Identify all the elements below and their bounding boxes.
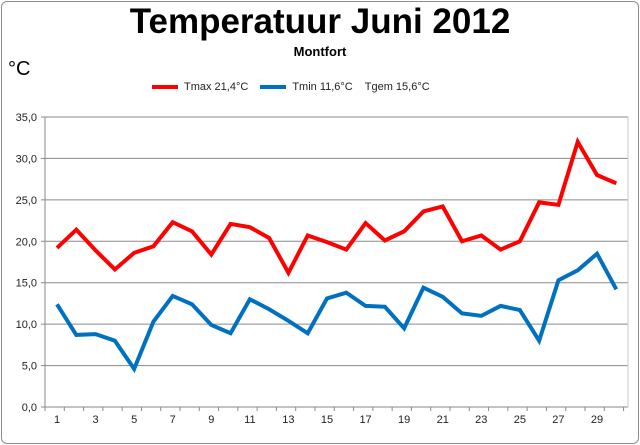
legend-label-tmin: Tmin 11,6°C: [292, 81, 353, 93]
y-axis-unit: °C: [8, 58, 31, 80]
x-tick-label: 7: [170, 414, 176, 426]
chart-subtitle: Montfort: [293, 44, 347, 59]
x-tick-label: 19: [398, 414, 410, 426]
y-tick-label: 20,0: [16, 236, 37, 248]
legend-swatch-tmin: [260, 85, 287, 89]
y-tick-label: 15,0: [16, 278, 37, 290]
legend-label-tgem: Tgem 15,6°C: [364, 81, 430, 93]
x-tick-label: 25: [514, 414, 526, 426]
legend-label-tmax: Tmax 21,4°C: [184, 81, 249, 93]
series-line-tmax: [55, 136, 618, 278]
y-tick-label: 0,0: [22, 402, 37, 414]
x-tick-label: 23: [475, 414, 487, 426]
y-tick-label: 5,0: [22, 361, 37, 373]
legend-swatch-tmax: [152, 85, 178, 89]
series-line-tmin: [55, 250, 619, 374]
x-tick-label: 3: [93, 414, 99, 426]
x-tick-label: 21: [437, 414, 449, 426]
x-tick-label: 17: [359, 414, 371, 426]
x-tick-label: 1: [54, 414, 60, 426]
x-tick-label: 9: [208, 414, 214, 426]
x-tick-label: 11: [244, 414, 255, 426]
y-tick-label: 35,0: [16, 112, 37, 124]
x-tick-label: 27: [552, 414, 564, 426]
y-tick-label: 25,0: [16, 195, 37, 207]
chart-title: Temperatuur Juni 2012: [129, 2, 511, 41]
x-tick-label: 13: [282, 414, 294, 426]
y-tick-label: 10,0: [16, 319, 37, 331]
legend: Tmax 21,4°C Tmin 11,6°C Tgem 15,6°C: [152, 81, 430, 93]
x-tick-label: 15: [321, 414, 333, 426]
y-tick-label: 30,0: [16, 153, 37, 165]
x-tick-label: 29: [591, 414, 603, 426]
x-tick-label: 5: [131, 414, 137, 426]
